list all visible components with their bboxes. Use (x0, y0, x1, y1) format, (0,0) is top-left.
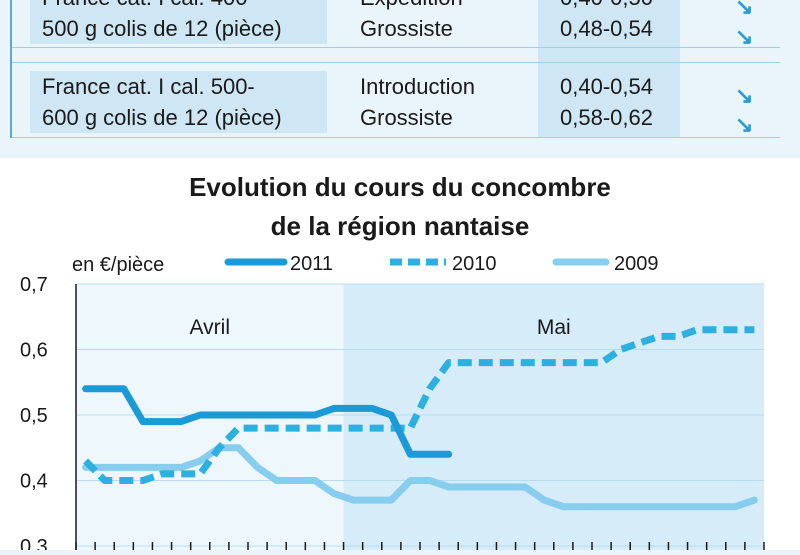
row-2-stage-1: Introduction (360, 74, 475, 99)
row-1-product-line-2: 500 g colis de 12 (pièce) (30, 13, 327, 44)
chart-title-line-1: Evolution du cours du concombre (189, 172, 611, 202)
row-1-product-line-1: France cat. I cal. 400- (30, 0, 327, 13)
chart-panel: Evolution du cours du concombre de la ré… (0, 158, 800, 555)
row-1-stage-1: Expédition (360, 0, 463, 13)
line-chart: Evolution du cours du concombre de la ré… (12, 158, 784, 555)
legend-2009-label: 2009 (614, 253, 659, 275)
chart-title-line-2: de la région nantaise (271, 211, 530, 241)
series-layer (82, 326, 758, 511)
row-1-trend-2-icon: ↘ (735, 24, 754, 49)
row-1-price-1: 0,40-0,50 (560, 0, 653, 13)
table-left-rule (10, 0, 12, 138)
row-1-trend-1-icon: ↘ (735, 0, 754, 19)
row-2-trend-1-icon: ↘ (735, 83, 754, 108)
series-line-2009 (82, 444, 758, 511)
price-table: France cat. I cal. 400- 500 g colis de 1… (0, 0, 800, 158)
period-label-mai: Mai (537, 316, 571, 339)
row-2-top-rule (12, 62, 780, 63)
legend-2011-label: 2011 (290, 253, 333, 275)
row-2-trend-2-icon: ↘ (735, 112, 754, 137)
period-label-avril: Avril (190, 316, 230, 339)
row-2-price-1: 0,40-0,54 (560, 74, 653, 99)
row-2-bottom-rule (12, 137, 780, 138)
y-tick-label: 0,6 (20, 340, 48, 362)
row-2-price-2: 0,58-0,62 (560, 105, 653, 130)
y-axis-label: en €/pièce (72, 254, 164, 276)
row-2-product-line-2: 600 g colis de 12 (pièce) (30, 102, 327, 133)
legend-2010-label: 2010 (452, 253, 497, 275)
y-tick-label: 0,5 (20, 405, 48, 427)
series-line-2011 (82, 385, 453, 458)
price-column-background (538, 0, 680, 138)
row-1-bottom-rule (12, 47, 780, 48)
y-tick-label: 0,7 (20, 274, 48, 296)
y-tick-label: 0,4 (20, 471, 48, 493)
y-tick-label: 0,3 (20, 536, 48, 550)
row-1-stage-2: Grossiste (360, 16, 453, 41)
row-1-price-2: 0,48-0,54 (560, 16, 653, 41)
row-2-product-line-1: France cat. I cal. 500- (30, 71, 327, 102)
row-2-stage-2: Grossiste (360, 105, 453, 130)
avril-period-background (76, 284, 344, 554)
series-line-2010 (83, 326, 755, 484)
